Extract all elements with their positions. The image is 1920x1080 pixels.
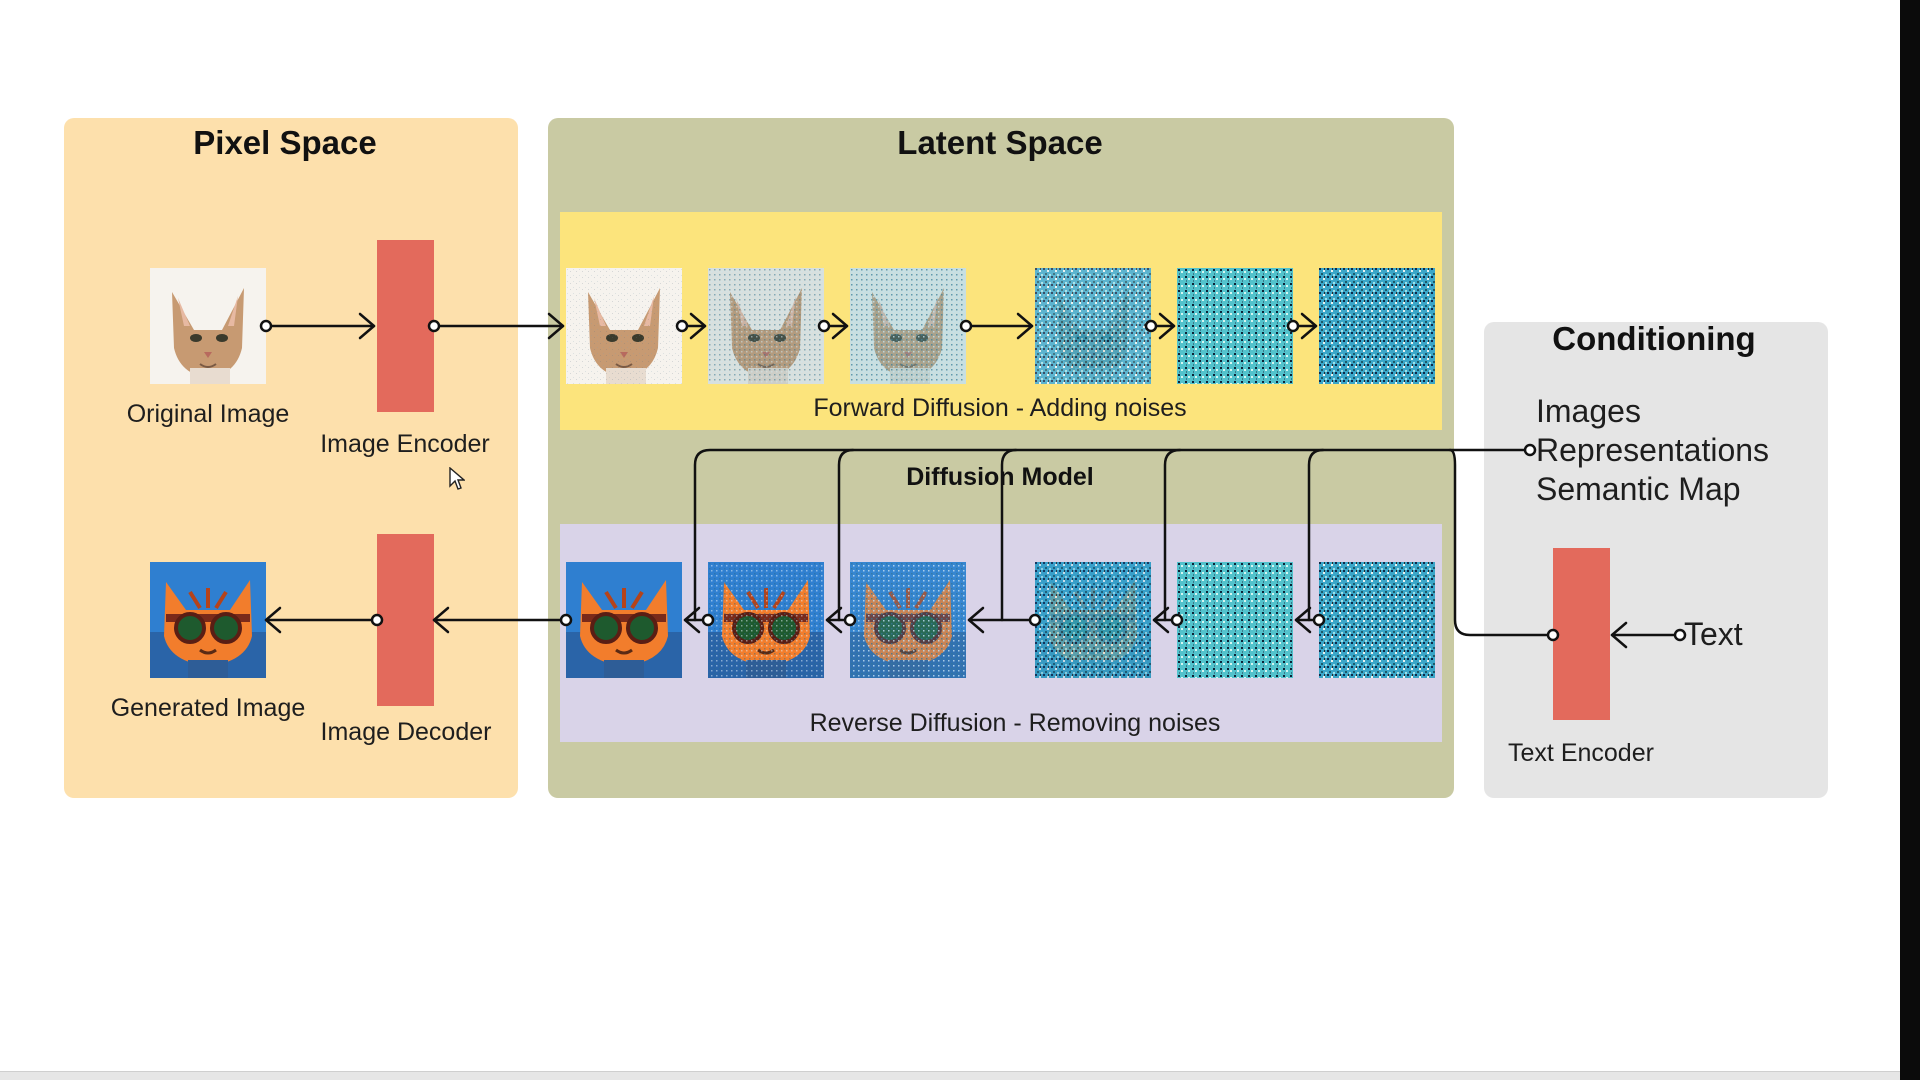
text-encoder-block xyxy=(1553,548,1610,720)
reverse-step-6-thumbnail xyxy=(1319,562,1435,678)
conditioning-item-representations: Representations xyxy=(1536,432,1769,468)
reverse-step-3-thumbnail xyxy=(848,560,968,680)
forward-step-6-thumbnail xyxy=(1319,268,1435,384)
forward-diffusion-label: Forward Diffusion - Adding noises xyxy=(813,394,1186,422)
reverse-step-5-thumbnail xyxy=(1177,562,1293,678)
reverse-diffusion-label: Reverse Diffusion - Removing noises xyxy=(810,709,1221,737)
original-image-thumbnail xyxy=(149,267,267,385)
forward-step-5-thumbnail xyxy=(1177,268,1293,384)
connector-nodes xyxy=(259,319,1687,642)
reverse-step-4-thumbnail xyxy=(1033,560,1153,680)
forward-step-1-thumbnail xyxy=(565,267,683,385)
window-bottom-strip xyxy=(0,1071,1900,1080)
diffusion-model-label: Diffusion Model xyxy=(906,463,1093,491)
text-input-label: Text xyxy=(1684,616,1743,652)
conditioning-item-semantic-map: Semantic Map xyxy=(1536,471,1741,507)
image-encoder-label: Image Encoder xyxy=(320,430,490,458)
text-encoder-label: Text Encoder xyxy=(1508,739,1654,767)
conditioning-item-images: Images xyxy=(1536,393,1641,429)
latent-space-title: Latent Space xyxy=(897,124,1102,161)
reverse-step-1-thumbnail xyxy=(564,560,684,680)
generated-image-thumbnail xyxy=(148,560,268,680)
window-edge-bar xyxy=(1900,0,1920,1080)
pixel-space-title: Pixel Space xyxy=(193,124,376,161)
reverse-step-2-thumbnail xyxy=(706,560,826,680)
conditioning-title: Conditioning xyxy=(1552,320,1755,357)
forward-step-4-thumbnail xyxy=(1034,267,1152,385)
forward-step-2-thumbnail xyxy=(707,267,825,385)
forward-step-3-thumbnail xyxy=(849,267,967,385)
image-decoder-block xyxy=(377,534,434,706)
mouse-pointer-icon xyxy=(449,467,465,490)
generated-image-label: Generated Image xyxy=(111,694,306,722)
original-image-label: Original Image xyxy=(127,400,290,428)
connectors xyxy=(264,312,1682,649)
image-encoder-block xyxy=(377,240,434,412)
image-decoder-label: Image Decoder xyxy=(321,718,492,746)
